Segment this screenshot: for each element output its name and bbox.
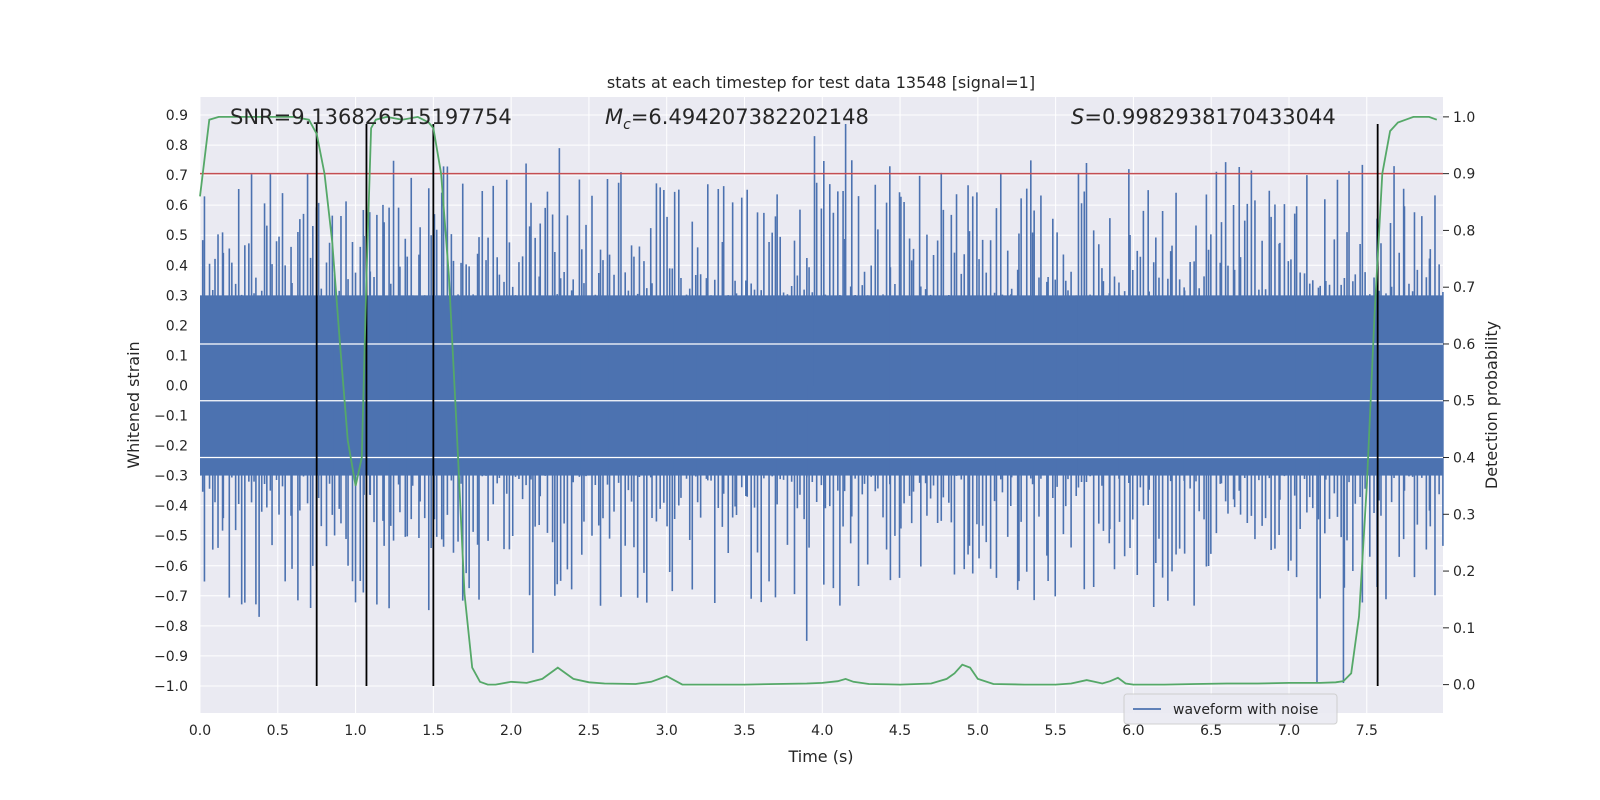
y-right-tick-label: 0.8 [1453,223,1475,239]
chart-title: stats at each timestep for test data 135… [607,73,1035,92]
vertical-markers [315,124,1379,686]
y-right-tick-label: 0.1 [1453,621,1475,637]
x-tick-label: 2.0 [500,723,522,739]
legend-box [1123,693,1338,725]
y-left-tick-label: −0.1 [154,409,188,425]
y-right-tick-label: 0.4 [1453,451,1475,467]
y-right-tick-label: 1.0 [1453,110,1475,126]
y-axis-left-label: Whitened strain [124,341,143,468]
x-tick-label: 4.5 [889,723,911,739]
y-right-tick-label: 0.2 [1453,564,1475,580]
x-axis-ticks: 0.0 0.5 1.0 1.5 2.0 2.5 3.0 3.5 4.0 4.5 5.0 5.5 6.0 6… [189,723,1378,739]
y-right-tick-label: 0.6 [1453,337,1475,353]
mc-subscript: c [623,117,631,133]
x-tick-label: 1.0 [344,723,366,739]
legend-label: waveform with noise [1173,702,1318,718]
s-annotation: S=0.9982938170433044 [1071,105,1336,129]
left-axis-ticks: 0.9 0.8 0.7 0.6 0.5 0.4 0.3 0.2 0.1 0.0 −0.1 −0.2 −0… [154,108,188,695]
y-left-tick-label: 0.3 [166,288,188,304]
probability-line [199,115,1438,686]
mc-symbol: M [605,105,623,129]
y-left-tick-label: 0.1 [166,348,188,364]
band-gridlines [200,343,1443,459]
x-tick-label: 0.5 [267,723,289,739]
y-left-tick-label: −1.0 [154,679,188,695]
x-tick-label: 4.0 [811,723,833,739]
y-left-tick-label: 0.2 [166,318,188,334]
y-left-tick-label: 0.9 [166,108,188,124]
y-left-tick-label: −0.9 [154,649,188,665]
x-tick-label: 5.5 [1044,723,1066,739]
y-left-tick-label: −0.8 [154,619,188,635]
y-left-tick-label: −0.7 [154,589,188,605]
y-left-tick-label: 0.6 [166,198,188,214]
y-right-tick-label: 0.3 [1453,507,1475,523]
y-left-tick-label: −0.2 [154,439,188,455]
x-tick-label: 5.0 [967,723,989,739]
y-left-tick-label: −0.3 [154,469,188,485]
y-right-tick-label: 0.5 [1453,394,1475,410]
x-tick-label: 7.5 [1356,723,1378,739]
y-left-tick-label: 0.7 [166,168,188,184]
x-tick-label: 3.0 [656,723,678,739]
y-left-tick-label: 0.5 [166,228,188,244]
x-tick-label: 1.5 [422,723,444,739]
y-left-tick-label: 0.4 [166,258,188,274]
legend: waveform with noise [1123,693,1338,725]
s-value: =0.9982938170433044 [1084,105,1335,129]
mc-value: =6.494207382202148 [631,105,869,129]
y-left-tick-label: −0.6 [154,559,188,575]
y-right-tick-label: 0.7 [1453,280,1475,296]
y-left-tick-label: 0.8 [166,138,188,154]
x-tick-label: 6.0 [1122,723,1144,739]
x-tick-label: 2.5 [578,723,600,739]
snr-annotation: SNR=9.136826515197754 [230,105,512,129]
x-axis-label: Time (s) [787,747,853,766]
y-right-tick-label: 0.0 [1453,678,1475,694]
x-tick-label: 3.5 [733,723,755,739]
y-left-tick-label: −0.4 [154,499,188,515]
right-axis-ticks: 1.0 0.9 0.8 0.7 0.6 0.5 0.4 0.3 0.2 0.1 0.0 [1443,110,1475,694]
y-left-tick-label: 0.0 [166,378,188,394]
y-right-tick-label: 0.9 [1453,167,1475,183]
x-tick-label: 0.0 [189,723,211,739]
y-left-tick-label: −0.5 [154,529,188,545]
x-tick-label: 7.0 [1278,723,1300,739]
x-tick-label: 6.5 [1200,723,1222,739]
waveform-series [200,124,1444,683]
y-axis-right-label: Detection probability [1482,321,1501,489]
probability-series [199,115,1438,686]
mc-annotation: Mc=6.494207382202148 [605,105,869,133]
s-symbol: S [1071,105,1084,129]
